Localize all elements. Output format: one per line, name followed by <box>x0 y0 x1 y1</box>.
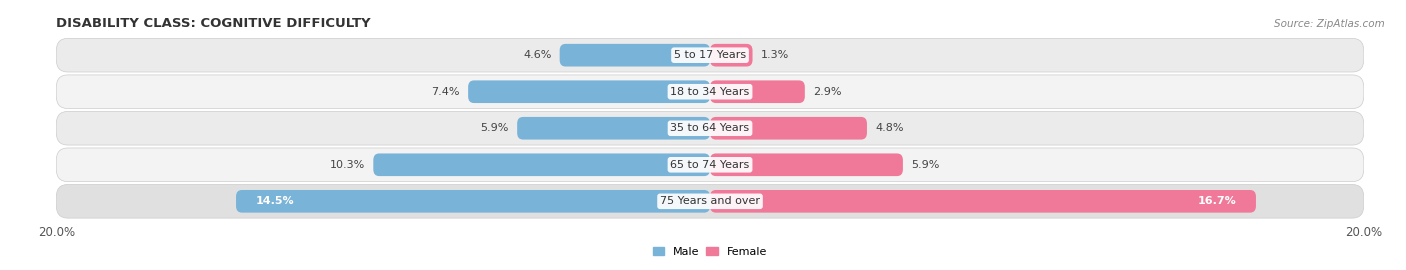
Legend: Male, Female: Male, Female <box>654 247 766 257</box>
Text: 16.7%: 16.7% <box>1198 196 1236 206</box>
Text: 2.9%: 2.9% <box>813 87 842 97</box>
FancyBboxPatch shape <box>56 184 1364 218</box>
FancyBboxPatch shape <box>468 80 710 103</box>
FancyBboxPatch shape <box>560 44 710 66</box>
FancyBboxPatch shape <box>56 148 1364 182</box>
Text: 65 to 74 Years: 65 to 74 Years <box>671 160 749 170</box>
FancyBboxPatch shape <box>710 153 903 176</box>
FancyBboxPatch shape <box>517 117 710 140</box>
Text: 5.9%: 5.9% <box>481 123 509 133</box>
Text: 75 Years and over: 75 Years and over <box>659 196 761 206</box>
FancyBboxPatch shape <box>56 38 1364 72</box>
Text: DISABILITY CLASS: COGNITIVE DIFFICULTY: DISABILITY CLASS: COGNITIVE DIFFICULTY <box>56 17 371 30</box>
FancyBboxPatch shape <box>710 117 868 140</box>
Text: Source: ZipAtlas.com: Source: ZipAtlas.com <box>1274 19 1385 29</box>
Text: 18 to 34 Years: 18 to 34 Years <box>671 87 749 97</box>
FancyBboxPatch shape <box>56 112 1364 145</box>
FancyBboxPatch shape <box>710 44 752 66</box>
Text: 35 to 64 Years: 35 to 64 Years <box>671 123 749 133</box>
FancyBboxPatch shape <box>374 153 710 176</box>
Text: 14.5%: 14.5% <box>256 196 294 206</box>
Text: 10.3%: 10.3% <box>330 160 366 170</box>
FancyBboxPatch shape <box>56 75 1364 109</box>
Text: 4.8%: 4.8% <box>875 123 904 133</box>
FancyBboxPatch shape <box>710 80 804 103</box>
FancyBboxPatch shape <box>236 190 710 213</box>
Text: 5.9%: 5.9% <box>911 160 939 170</box>
Text: 4.6%: 4.6% <box>523 50 551 60</box>
Text: 5 to 17 Years: 5 to 17 Years <box>673 50 747 60</box>
Text: 1.3%: 1.3% <box>761 50 789 60</box>
FancyBboxPatch shape <box>710 190 1256 213</box>
Text: 7.4%: 7.4% <box>432 87 460 97</box>
